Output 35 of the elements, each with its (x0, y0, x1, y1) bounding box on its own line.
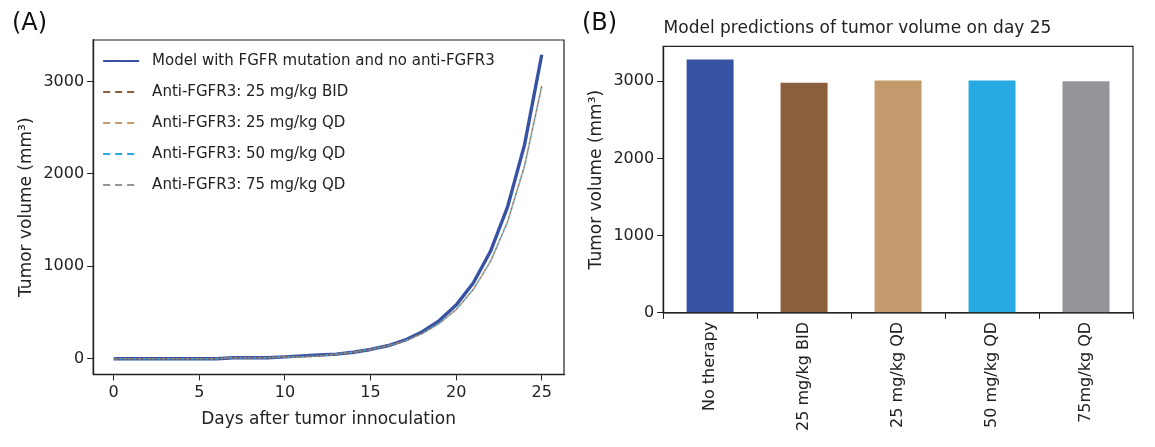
bar (780, 82, 828, 313)
x-tick-label: 5 (194, 382, 205, 402)
bar (874, 80, 922, 313)
x-tick-label: 50 mg/kg QD (981, 321, 1001, 428)
x-tick-label: 15 (360, 382, 381, 402)
x-axis-title: Days after tumor innoculation (201, 408, 456, 429)
y-axis-title: Tumor volume (mm³) (14, 117, 35, 298)
x-tick-label: No therapy (699, 321, 719, 412)
y-tick-label: 0 (73, 347, 85, 367)
legend-label: Anti-FGFR3: 50 mg/kg QD (152, 143, 346, 162)
y-axis-title: Tumor volume (mm³) (584, 89, 605, 271)
legend-label: Anti-FGFR3: 25 mg/kg QD (152, 112, 346, 131)
x-tick-label: 75mg/kg QD (1075, 321, 1095, 423)
x-tick-label: 25 mg/kg BID (793, 321, 813, 432)
y-tick-label: 3000 (43, 70, 85, 90)
text: (B) (582, 8, 618, 37)
x-tick-label: 25 mg/kg QD (887, 321, 907, 428)
x-tick-label: 25 (531, 382, 552, 402)
legend-label: Model with FGFR mutation and no anti-FGFR3 (152, 50, 495, 69)
y-tick-label: 3000 (613, 70, 655, 90)
y-tick-label: 0 (643, 302, 655, 322)
legend-label: Anti-FGFR3: 75 mg/kg QD (152, 174, 346, 193)
x-tick-label: 10 (274, 382, 296, 402)
bar (1062, 81, 1110, 313)
x-tick-label: 20 (445, 382, 467, 402)
bar (686, 59, 734, 313)
text: (A) (12, 8, 48, 37)
chart-title: Model predictions of tumor volume on day 25 (663, 16, 1052, 37)
legend-label: Anti-FGFR3: 25 mg/kg BID (152, 81, 349, 100)
y-tick-label: 2000 (613, 147, 655, 167)
x-tick-label: 0 (108, 382, 119, 402)
y-tick-label: 2000 (43, 163, 85, 183)
y-tick-label: 1000 (43, 255, 85, 275)
y-tick-label: 1000 (613, 224, 655, 244)
bar (968, 80, 1016, 313)
